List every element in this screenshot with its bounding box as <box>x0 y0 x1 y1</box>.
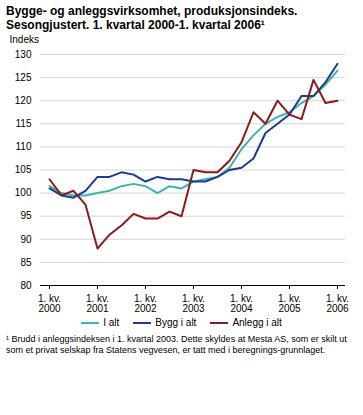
svg-text:125: 125 <box>15 72 32 83</box>
svg-text:1. kv.2000: 1. kv.2000 <box>38 293 61 314</box>
svg-text:1. kv.2004: 1. kv.2004 <box>230 293 253 314</box>
svg-text:120: 120 <box>15 95 32 106</box>
svg-text:Indeks: Indeks <box>10 34 39 45</box>
html-text:¹ Brudd i anleggsindeksen i 1.: ¹ Brudd i anleggsindeksen i 1. kvartal 2… <box>6 334 347 355</box>
html-text:Bygg i alt: Bygg i alt <box>155 317 197 328</box>
html-text:Bygge- og anleggsvirksomhet, p: Bygge- og anleggsvirksomhet, produksjons… <box>6 4 298 32</box>
svg-text:100: 100 <box>15 187 32 198</box>
svg-text:1. kv.2002: 1. kv.2002 <box>134 293 157 314</box>
svg-text:85: 85 <box>20 257 32 268</box>
svg-text:1. kv.2006: 1. kv.2006 <box>326 293 349 314</box>
svg-text:130: 130 <box>15 49 32 60</box>
svg-text:90: 90 <box>20 234 32 245</box>
html-text:Anlegg i alt: Anlegg i alt <box>232 317 282 328</box>
svg-text:1. kv.2001: 1. kv.2001 <box>86 293 109 314</box>
svg-text:1. kv.2003: 1. kv.2003 <box>182 293 205 314</box>
svg-text:95: 95 <box>20 210 32 221</box>
svg-text:1. kv.2005: 1. kv.2005 <box>278 293 301 314</box>
svg-text:110: 110 <box>16 141 32 152</box>
svg-text:105: 105 <box>15 164 32 175</box>
html-text:I alt: I alt <box>103 317 120 328</box>
svg-text:115: 115 <box>16 118 32 129</box>
svg-text:80: 80 <box>20 280 32 291</box>
